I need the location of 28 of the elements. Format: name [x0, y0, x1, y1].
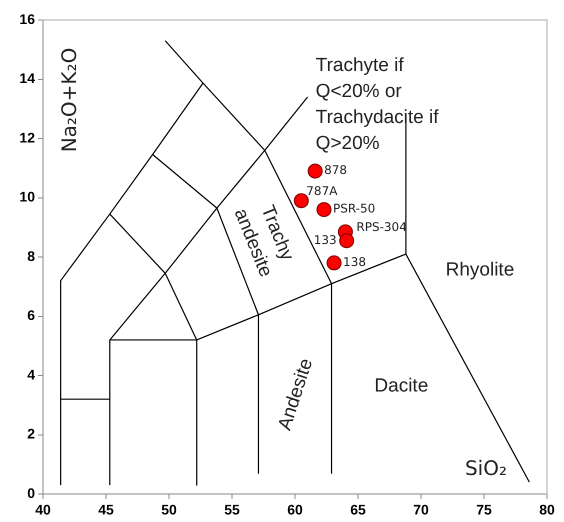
annotation: Dacite — [374, 376, 428, 397]
x-tick-label: 50 — [161, 501, 177, 518]
x-tick-label: 45 — [98, 501, 114, 518]
y-tick-label: 12 — [19, 129, 36, 146]
x-tick-label: 55 — [224, 501, 240, 518]
y-tick-label: 8 — [27, 248, 36, 264]
annotation: Trachyte if Q<20% or Trachydacite if Q>20% — [316, 54, 440, 154]
x-tick-label: 60 — [287, 501, 303, 518]
y-axis-title: Na₂O+K₂O — [57, 48, 82, 152]
x-tick-label: 75 — [476, 501, 492, 518]
x-tick-label: 65 — [350, 501, 366, 518]
y-tick-label: 14 — [19, 70, 36, 86]
annotation: Rhyolite — [446, 260, 514, 281]
annotation: 787A — [306, 184, 338, 198]
y-tick-label: 2 — [27, 426, 36, 442]
y-tick-label: 16 — [19, 10, 36, 27]
y-tick-label: 6 — [27, 307, 36, 324]
x-tick-label: 80 — [539, 501, 555, 518]
y-tick-label: 4 — [27, 366, 36, 382]
annotation: 133 — [314, 232, 337, 247]
x-tick-label: 40 — [35, 501, 51, 518]
y-tick-label: 0 — [27, 484, 36, 501]
x-tick-label: 70 — [413, 501, 429, 518]
annotation: 878 — [324, 163, 348, 178]
x-axis-title: SiO₂ — [464, 456, 507, 480]
annotation: PSR-50 — [332, 202, 376, 216]
y-tick-label: 10 — [19, 188, 36, 205]
annotation: 138 — [343, 255, 366, 270]
